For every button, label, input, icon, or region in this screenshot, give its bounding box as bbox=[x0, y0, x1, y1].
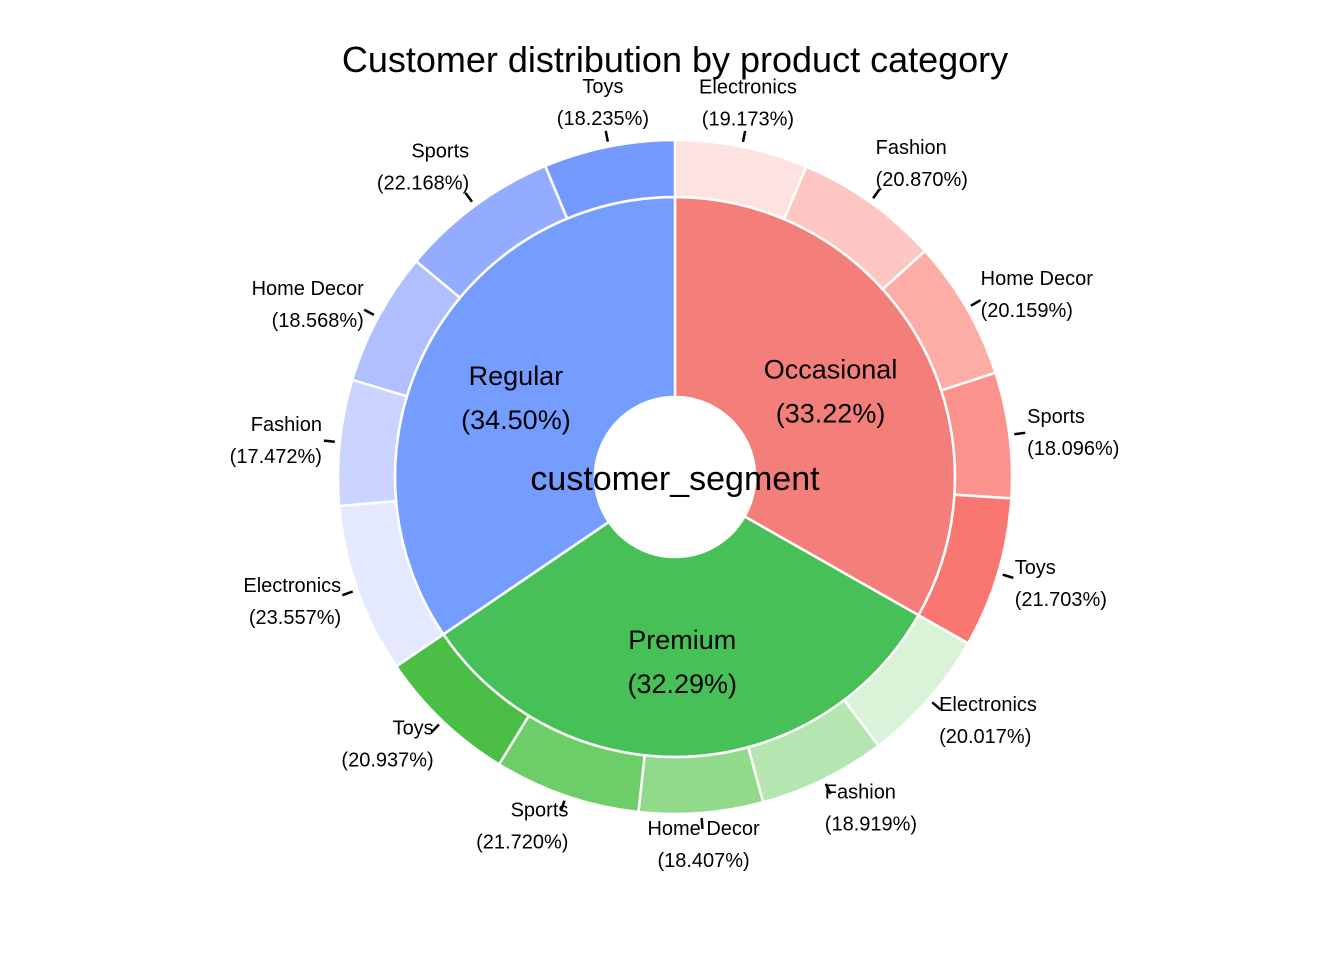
leader-line bbox=[604, 130, 610, 142]
outer-label-name: Electronics bbox=[243, 575, 341, 597]
outer-label-name: Electronics bbox=[939, 694, 1037, 716]
inner-label-percent: (33.22%) bbox=[776, 398, 886, 428]
leader-line bbox=[824, 783, 832, 795]
outer-label-premium-toys: Toys (20.937%) bbox=[341, 718, 433, 772]
outer-label-regular-toys: Toys (18.235%) bbox=[557, 76, 649, 130]
outer-label-percent: (18.568%) bbox=[272, 310, 364, 332]
inner-label-percent: (32.29%) bbox=[627, 669, 737, 699]
outer-label-name: Home Decor bbox=[647, 818, 760, 840]
outer-label-name: Fashion bbox=[825, 781, 896, 803]
inner-label-percent: (34.50%) bbox=[461, 405, 571, 435]
outer-label-name: Toys bbox=[582, 76, 623, 98]
outer-label-percent: (20.017%) bbox=[939, 726, 1031, 748]
outer-label-name: Fashion bbox=[251, 414, 322, 436]
outer-label-percent: (23.557%) bbox=[249, 607, 341, 629]
outer-label-percent: (21.720%) bbox=[476, 831, 568, 853]
chart-title: Customer distribution by product categor… bbox=[342, 39, 1008, 80]
leader-line bbox=[741, 130, 747, 143]
inner-label-occasional: Occasional (33.22%) bbox=[764, 354, 898, 428]
outer-label-occasional-toys: Toys (21.703%) bbox=[1015, 557, 1107, 611]
outer-label-occasional-sports: Sports (18.096%) bbox=[1027, 406, 1119, 460]
leader-line bbox=[464, 192, 474, 203]
outer-label-regular-home-decor: Home Decor (18.568%) bbox=[252, 278, 365, 332]
leader-line bbox=[430, 723, 440, 734]
outer-slice-regular-toys bbox=[543, 138, 677, 221]
outer-label-name: Sports bbox=[511, 799, 569, 821]
outer-label-name: Home Decor bbox=[981, 268, 1094, 290]
leader-line bbox=[931, 701, 942, 711]
slice-labels: Occasional (33.22%) Electronics (19.173%) Fa… bbox=[230, 76, 1120, 872]
inner-label-name: Occasional bbox=[764, 354, 898, 384]
outer-label-percent: (18.919%) bbox=[825, 813, 917, 835]
outer-label-name: Electronics bbox=[699, 76, 797, 98]
center-label: customer_segment bbox=[530, 460, 820, 498]
leader-line bbox=[341, 590, 354, 597]
outer-label-percent: (20.937%) bbox=[341, 750, 433, 772]
outer-label-percent: (18.096%) bbox=[1027, 438, 1119, 460]
outer-label-premium-home-decor: Home Decor (18.407%) bbox=[647, 818, 760, 872]
outer-label-regular-sports: Sports (22.168%) bbox=[377, 141, 469, 195]
outer-label-occasional-electronics: Electronics (19.173%) bbox=[699, 76, 797, 130]
leader-line bbox=[323, 439, 335, 443]
outer-label-percent: (19.173%) bbox=[702, 108, 794, 130]
outer-label-name: Sports bbox=[1027, 406, 1085, 428]
leader-lines bbox=[323, 130, 1026, 830]
outer-label-name: Toys bbox=[393, 718, 434, 740]
inner-label-name: Premium bbox=[628, 625, 736, 655]
inner-label-regular: Regular (34.50%) bbox=[461, 361, 571, 435]
leader-line bbox=[872, 188, 881, 199]
outer-label-regular-electronics: Electronics (23.557%) bbox=[243, 575, 341, 629]
inner-label-name: Regular bbox=[469, 361, 564, 391]
outer-label-percent: (22.168%) bbox=[377, 173, 469, 195]
outer-label-premium-sports: Sports (21.720%) bbox=[476, 799, 568, 853]
outer-label-percent: (18.407%) bbox=[657, 850, 749, 872]
outer-label-occasional-fashion: Fashion (20.870%) bbox=[876, 137, 968, 191]
outer-label-name: Toys bbox=[1015, 557, 1056, 579]
leader-line bbox=[970, 299, 982, 307]
outer-label-percent: (20.870%) bbox=[876, 169, 968, 191]
outer-label-name: Fashion bbox=[876, 137, 947, 159]
outer-label-regular-fashion: Fashion (17.472%) bbox=[230, 414, 322, 468]
outer-label-percent: (20.159%) bbox=[981, 300, 1073, 322]
rings bbox=[336, 138, 1014, 816]
leader-line bbox=[363, 308, 375, 316]
outer-label-name: Sports bbox=[411, 141, 469, 163]
outer-slice-premium-home-decor bbox=[637, 745, 765, 816]
leader-line bbox=[700, 817, 704, 830]
outer-label-percent: (18.235%) bbox=[557, 108, 649, 130]
leader-line bbox=[559, 800, 566, 812]
outer-label-name: Home Decor bbox=[252, 278, 365, 300]
leader-line bbox=[1002, 573, 1014, 580]
leader-line bbox=[1014, 431, 1026, 436]
outer-label-premium-electronics: Electronics (20.017%) bbox=[939, 694, 1037, 748]
outer-label-premium-fashion: Fashion (18.919%) bbox=[825, 781, 917, 835]
outer-label-occasional-home-decor: Home Decor (20.159%) bbox=[981, 268, 1094, 322]
outer-label-percent: (21.703%) bbox=[1015, 589, 1107, 611]
inner-label-premium: Premium (32.29%) bbox=[627, 625, 737, 699]
outer-label-percent: (17.472%) bbox=[230, 446, 322, 468]
